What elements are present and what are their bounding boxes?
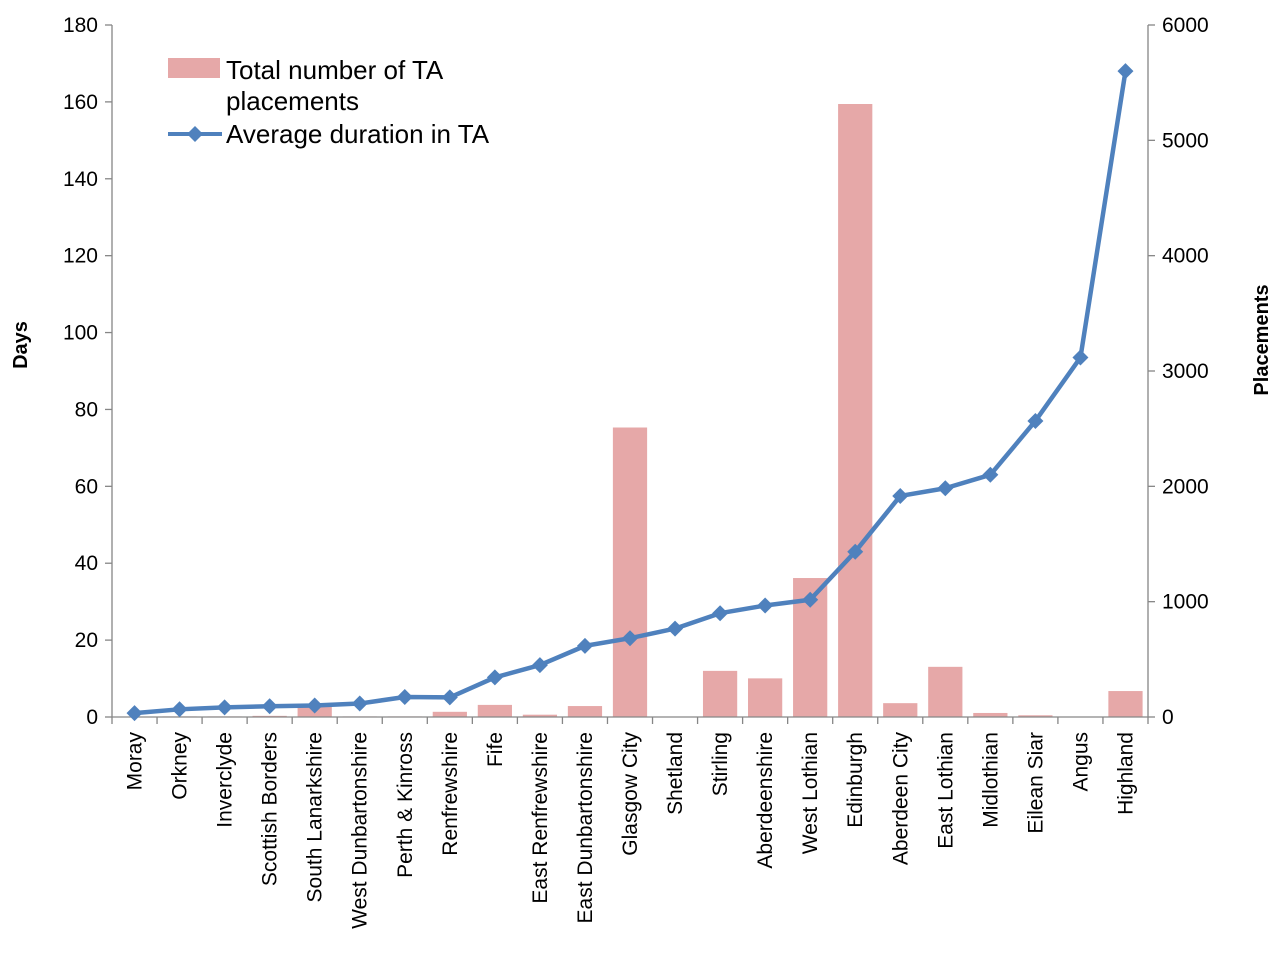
bar-11 bbox=[612, 427, 648, 717]
bar-22 bbox=[1108, 691, 1143, 717]
duration-point-4 bbox=[306, 697, 323, 714]
legend-swatch-placements bbox=[168, 58, 220, 78]
left-tick-label-0: 0 bbox=[86, 706, 98, 729]
duration-point-14 bbox=[757, 597, 774, 614]
right-tick-label-1: 1000 bbox=[1162, 591, 1209, 614]
bar-17 bbox=[883, 703, 918, 717]
left-tick-label-3: 60 bbox=[75, 475, 98, 498]
bar-series-placements bbox=[162, 104, 1143, 717]
bar-7 bbox=[432, 711, 467, 717]
duration-point-5 bbox=[351, 695, 368, 712]
left-tick-label-5: 100 bbox=[63, 322, 98, 345]
category-label-18: East Lothian bbox=[934, 732, 957, 849]
legend-label-duration: Average duration in TA bbox=[226, 119, 490, 149]
category-label-21: Angus bbox=[1069, 732, 1092, 792]
legend-label-placements-line2: placements bbox=[226, 86, 359, 116]
left-axis-title: Days bbox=[10, 321, 32, 369]
right-tick-label-2: 2000 bbox=[1162, 475, 1209, 498]
category-label-3: Scottish Borders bbox=[259, 732, 282, 886]
category-label-6: Perth & Kinross bbox=[394, 732, 417, 878]
category-label-22: Highland bbox=[1114, 732, 1137, 815]
duration-point-13 bbox=[712, 605, 729, 622]
duration-point-6 bbox=[396, 689, 413, 706]
bar-8 bbox=[477, 704, 512, 717]
category-label-7: Renfrewshire bbox=[439, 732, 462, 856]
duration-point-15 bbox=[802, 591, 819, 608]
duration-point-0 bbox=[126, 705, 143, 722]
right-tick-label-0: 0 bbox=[1162, 706, 1174, 729]
category-label-19: Midlothian bbox=[979, 732, 1002, 828]
right-tick-label-6: 6000 bbox=[1162, 14, 1209, 37]
left-tick-label-6: 120 bbox=[63, 245, 98, 268]
left-tick-label-7: 140 bbox=[63, 168, 98, 191]
category-label-20: Eilean Siar bbox=[1024, 732, 1047, 834]
duration-point-22 bbox=[1117, 63, 1134, 80]
left-tick-label-1: 20 bbox=[75, 629, 98, 652]
bar-18 bbox=[928, 666, 963, 717]
category-label-14: Aberdeenshire bbox=[754, 732, 777, 869]
duration-point-18 bbox=[937, 480, 954, 497]
line-series-duration bbox=[126, 63, 1134, 722]
duration-point-7 bbox=[441, 689, 458, 706]
category-label-10: East Dunbartonshire bbox=[574, 732, 597, 923]
duration-point-9 bbox=[531, 657, 548, 674]
legend-label-placements-line1: Total number of TA bbox=[226, 55, 444, 85]
left-tick-label-9: 180 bbox=[63, 14, 98, 37]
axes bbox=[105, 24, 1155, 724]
duration-point-19 bbox=[982, 466, 999, 483]
tick-labels: 0 20 40 60 80 100 120 140 160 180 0 1000 2000 3000 400… bbox=[63, 14, 1209, 929]
duration-point-11 bbox=[622, 630, 638, 647]
category-label-9: East Renfrewshire bbox=[529, 732, 552, 904]
duration-point-3 bbox=[261, 698, 278, 715]
category-label-0: Moray bbox=[124, 732, 147, 791]
bar-16 bbox=[838, 104, 873, 717]
duration-point-20 bbox=[1027, 412, 1044, 429]
duration-point-8 bbox=[486, 669, 503, 686]
category-label-5: West Dunbartonshire bbox=[349, 732, 372, 929]
bar-14 bbox=[748, 678, 783, 717]
duration-point-21 bbox=[1072, 349, 1089, 366]
bar-9 bbox=[522, 714, 558, 717]
left-tick-label-4: 80 bbox=[75, 398, 98, 421]
category-label-8: Fife bbox=[484, 732, 507, 767]
right-tick-label-3: 3000 bbox=[1162, 360, 1209, 383]
duration-point-17 bbox=[892, 487, 909, 504]
category-label-2: Inverclyde bbox=[214, 732, 237, 828]
category-label-4: South Lanarkshire bbox=[304, 732, 327, 902]
legend-swatch-duration-marker bbox=[187, 126, 203, 142]
bar-13 bbox=[702, 670, 738, 717]
duration-point-16 bbox=[847, 543, 864, 560]
right-tick-label-4: 4000 bbox=[1162, 245, 1209, 268]
right-axis-title: Placements bbox=[1251, 284, 1273, 395]
duration-point-1 bbox=[171, 701, 188, 718]
category-label-15: West Lothian bbox=[799, 732, 822, 854]
bar-20 bbox=[1018, 715, 1053, 717]
left-tick-label-2: 40 bbox=[75, 552, 98, 575]
category-label-1: Orkney bbox=[169, 732, 192, 800]
bar-19 bbox=[973, 712, 1008, 717]
category-label-13: Stirling bbox=[709, 732, 732, 796]
legend: Total number of TA placements Average du… bbox=[168, 55, 490, 149]
category-label-16: Edinburgh bbox=[844, 732, 867, 828]
left-tick-label-8: 160 bbox=[63, 91, 98, 114]
category-label-12: Shetland bbox=[664, 732, 687, 815]
right-tick-label-5: 5000 bbox=[1162, 129, 1209, 152]
category-label-17: Aberdeen City bbox=[889, 732, 912, 866]
bar-10 bbox=[567, 706, 603, 717]
duration-point-10 bbox=[576, 637, 593, 654]
duration-point-2 bbox=[216, 699, 233, 716]
duration-point-12 bbox=[667, 620, 684, 637]
category-label-11: Glasgow City bbox=[619, 732, 642, 856]
